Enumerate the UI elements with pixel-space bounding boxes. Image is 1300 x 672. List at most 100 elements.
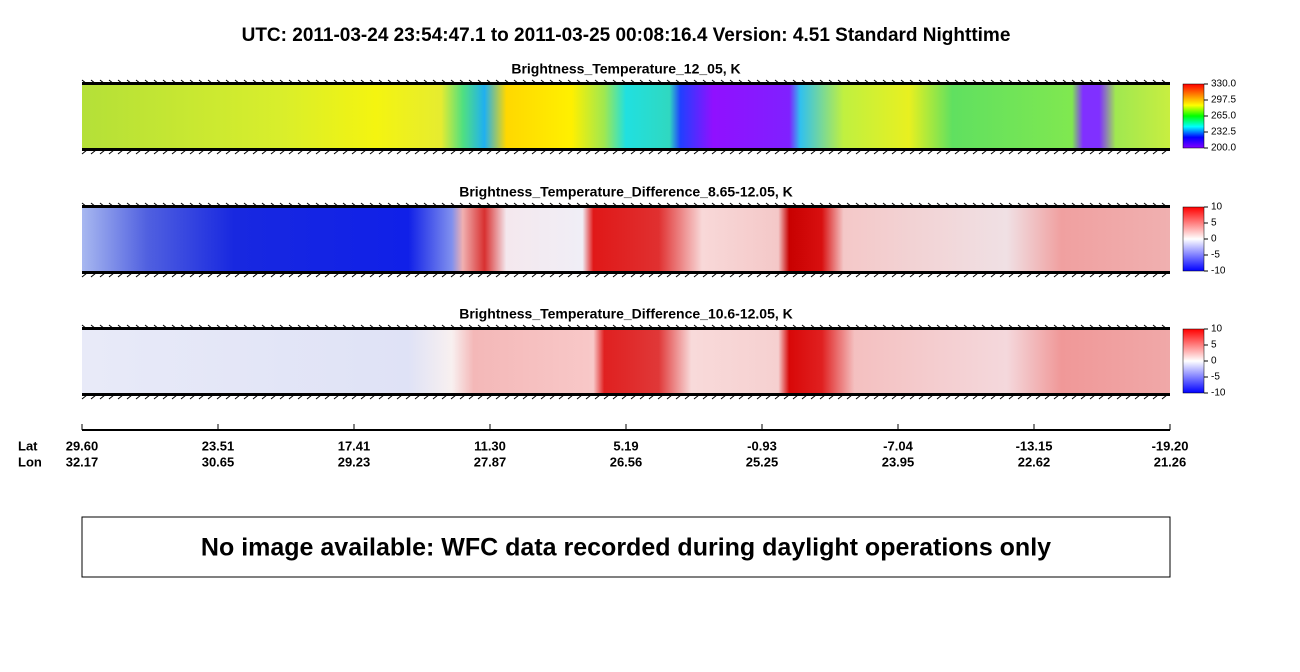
border-tick [432, 149, 439, 155]
border-tick [927, 394, 934, 400]
border-tick [738, 79, 745, 85]
border-tick [612, 272, 619, 278]
border-tick [315, 202, 322, 208]
border-tick [882, 202, 889, 208]
border-tick [1143, 79, 1150, 85]
border-tick [711, 394, 718, 400]
border-tick [783, 394, 790, 400]
border-tick [333, 79, 340, 85]
strip-border [82, 271, 1170, 274]
border-tick [711, 149, 718, 155]
border-tick [702, 202, 709, 208]
colorbar-tick-label: -10 [1211, 266, 1226, 277]
border-tick [828, 79, 835, 85]
colorbar-tick-label: 232.5 [1211, 127, 1236, 138]
border-tick [738, 324, 745, 330]
border-tick [315, 394, 322, 400]
border-tick [234, 79, 241, 85]
border-tick [603, 202, 610, 208]
border-tick [126, 394, 133, 400]
border-tick [81, 324, 88, 330]
border-tick [432, 79, 439, 85]
border-tick [135, 272, 142, 278]
border-tick [144, 79, 151, 85]
border-tick [144, 202, 151, 208]
border-tick [765, 79, 772, 85]
border-tick [504, 272, 511, 278]
border-tick [882, 324, 889, 330]
border-tick [468, 394, 475, 400]
border-tick [558, 324, 565, 330]
border-tick [252, 324, 259, 330]
border-tick [1017, 202, 1024, 208]
border-tick [315, 79, 322, 85]
border-tick [414, 394, 421, 400]
border-tick [495, 272, 502, 278]
border-tick [972, 394, 979, 400]
border-tick [747, 272, 754, 278]
border-tick [792, 272, 799, 278]
lon-tick-label: 32.17 [66, 454, 99, 469]
border-tick [720, 202, 727, 208]
border-tick [207, 324, 214, 330]
border-tick [1116, 394, 1123, 400]
border-tick [99, 149, 106, 155]
border-tick [801, 79, 808, 85]
border-tick [954, 79, 961, 85]
border-tick [1152, 272, 1159, 278]
border-tick [666, 202, 673, 208]
border-tick [378, 149, 385, 155]
border-tick [855, 324, 862, 330]
border-tick [459, 272, 466, 278]
border-tick [648, 272, 655, 278]
border-tick [180, 79, 187, 85]
colorbar-tick-label: 5 [1211, 340, 1217, 351]
border-tick [207, 272, 214, 278]
border-tick [504, 394, 511, 400]
border-tick [396, 79, 403, 85]
border-tick [1080, 272, 1087, 278]
border-tick [531, 79, 538, 85]
border-tick [720, 79, 727, 85]
border-tick [918, 79, 925, 85]
lat-tick-label: 29.60 [66, 438, 99, 453]
border-tick [990, 272, 997, 278]
border-tick [1071, 394, 1078, 400]
border-tick [279, 324, 286, 330]
border-tick [855, 394, 862, 400]
border-tick [612, 149, 619, 155]
border-tick [297, 202, 304, 208]
border-tick [783, 272, 790, 278]
border-tick [1161, 79, 1168, 85]
border-tick [963, 202, 970, 208]
border-tick [828, 394, 835, 400]
border-tick [1008, 394, 1015, 400]
title: UTC: 2011-03-24 23:54:47.1 to 2011-03-25… [242, 25, 1011, 46]
border-tick [216, 272, 223, 278]
border-tick [783, 149, 790, 155]
border-tick [351, 79, 358, 85]
border-tick [738, 394, 745, 400]
border-tick [189, 202, 196, 208]
border-tick [513, 79, 520, 85]
border-tick [684, 324, 691, 330]
border-tick [468, 324, 475, 330]
border-tick [342, 79, 349, 85]
border-tick [1152, 394, 1159, 400]
border-tick [1053, 272, 1060, 278]
border-tick [360, 202, 367, 208]
border-tick [765, 272, 772, 278]
border-tick [1125, 79, 1132, 85]
border-tick [819, 324, 826, 330]
border-tick [135, 324, 142, 330]
border-tick [477, 202, 484, 208]
border-tick [180, 202, 187, 208]
border-tick [1125, 149, 1132, 155]
border-tick [396, 394, 403, 400]
border-tick [423, 79, 430, 85]
border-tick [882, 272, 889, 278]
border-tick [423, 149, 430, 155]
border-tick [585, 324, 592, 330]
border-tick [522, 394, 529, 400]
border-tick [1008, 272, 1015, 278]
